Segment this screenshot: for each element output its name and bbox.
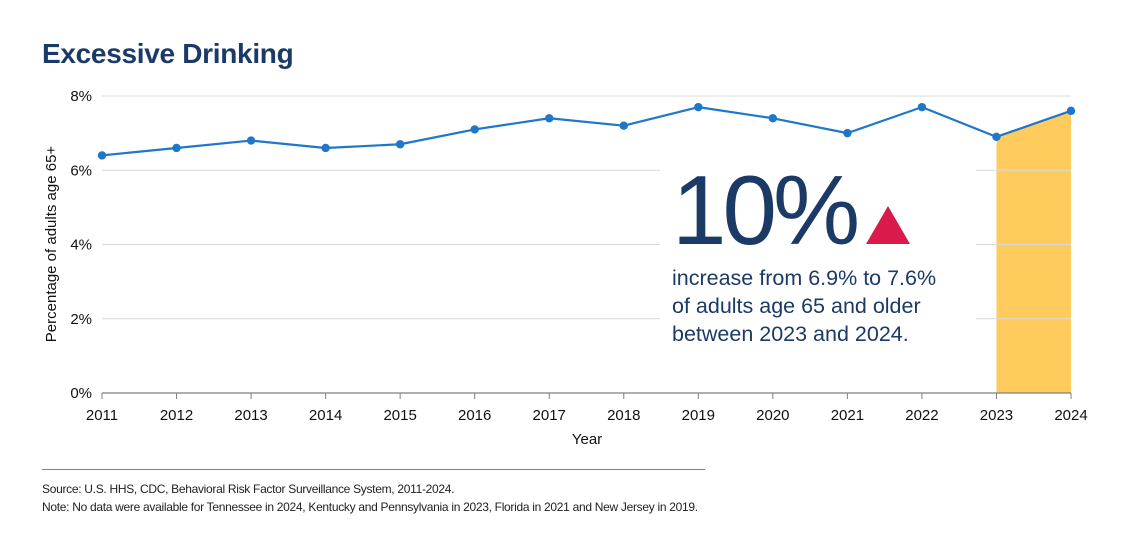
x-tick-label: 2017 [533,407,566,424]
data-point [843,128,852,138]
series-line [101,106,1072,157]
x-tick-label: 2015 [383,407,416,424]
up-triangle-icon [866,206,911,244]
chart-title: Excessive Drinking [42,38,294,69]
highlight-area-layer [996,110,1071,393]
y-tick-label: 0% [70,385,92,402]
x-tick-label: 2011 [86,407,118,424]
data-point [545,114,554,123]
footnote-divider [42,469,705,470]
data-point [395,140,405,149]
data-point [246,136,256,145]
x-tick-label: 2013 [234,407,267,424]
callout-value: 10% [672,155,860,265]
x-tick-label: 2024 [1054,407,1087,424]
x-axis-label: Year [572,431,602,448]
highlight-area [996,110,1071,393]
x-tick-label: 2016 [458,407,491,424]
y-axis-label: Percentage of adults age 65+ [43,146,60,343]
source-footnote: Source: U.S. HHS, CDC, Behavioral Risk F… [42,482,455,496]
x-tick-label: 2023 [980,407,1013,424]
data-point [97,151,107,160]
callout-text-line: between 2023 and 2024. [672,322,909,346]
stat-callout: 10% increase from 6.9% to 7.6% of adults… [660,158,976,360]
x-tick-label: 2018 [607,407,640,424]
callout-headline: 10% [672,158,972,262]
data-point [917,102,927,112]
y-tick-label: 8% [70,88,92,105]
x-tick-label: 2014 [309,407,342,424]
callout-text-line: increase from 6.9% to 7.6% [672,266,937,290]
data-point [992,132,1001,142]
x-tick-label: 2021 [831,407,864,424]
data-point [321,143,330,153]
y-tick-label: 6% [70,162,92,179]
y-tick-label: 2% [70,311,92,328]
tick-label-layer: 0% 2% 4% 6% 8% 2011 2012 2013 2014 2015 2016 2017 20… [70,88,1087,424]
note-footnote: Note: No data were available for Tenness… [42,500,698,514]
data-point [768,114,778,123]
x-tick-label: 2019 [682,407,715,424]
data-point [619,121,628,130]
x-tick-label: 2020 [756,407,789,424]
callout-text-line: of adults age 65 and older [672,294,921,318]
data-point [172,143,181,153]
x-tick-label: 2012 [160,407,193,424]
series-line-layer [101,106,1072,157]
data-point [694,102,703,112]
y-tick-label: 4% [70,237,92,254]
data-point-layer [97,102,1076,160]
callout-description: increase from 6.9% to 7.6% of adults age… [672,264,972,348]
data-point [1066,106,1076,116]
data-point [470,125,479,134]
x-tick-label: 2022 [905,407,938,424]
